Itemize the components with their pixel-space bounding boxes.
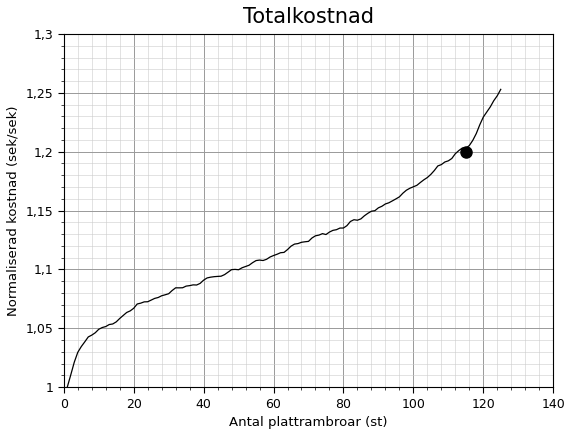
X-axis label: Antal plattrambroar (st): Antal plattrambroar (st) <box>229 416 388 429</box>
Title: Totalkostnad: Totalkostnad <box>243 7 374 27</box>
Y-axis label: Normaliserad kostnad (sek/sek): Normaliserad kostnad (sek/sek) <box>7 106 20 316</box>
